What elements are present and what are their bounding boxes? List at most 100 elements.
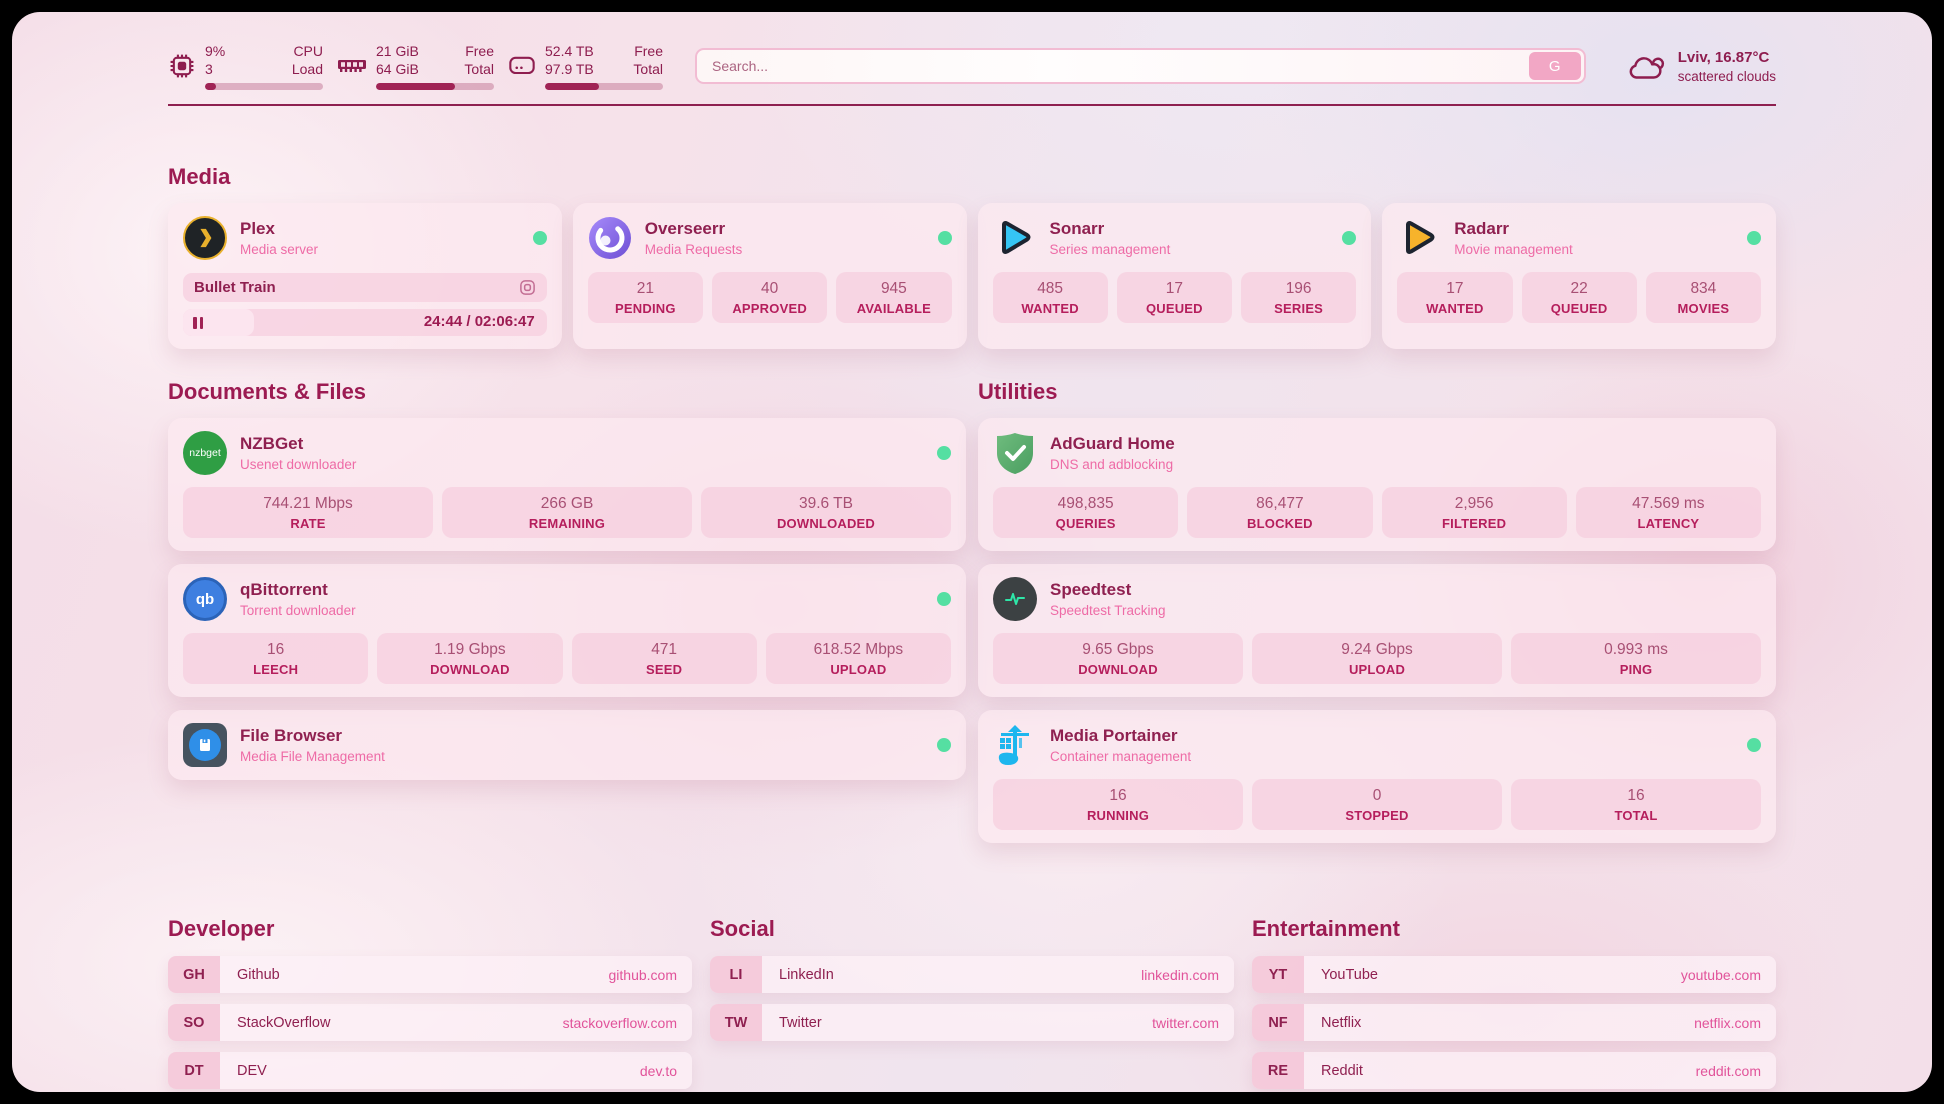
adguard-icon [993,431,1037,475]
search-input[interactable] [700,58,1529,74]
stat-available: 945 AVAILABLE [836,272,952,323]
section-title-utilities: Utilities [978,379,1058,404]
disk-free-label: Free [634,42,663,59]
memory-free-label: Free [465,42,494,59]
app-card-filebrowser[interactable]: File Browser Media File Management [168,710,966,780]
app-subtitle: Container management [1050,749,1192,764]
app-title: Sonarr [1049,219,1105,238]
disk-total: 97.9 TB [545,60,594,77]
stat-running: 16 RUNNING [993,779,1243,830]
section-utilities: Utilities AdGuard Home DNS and adblock [978,379,1776,856]
stat-pending: 21 PENDING [587,272,703,323]
app-title: qBittorrent [240,580,328,599]
section-title-developer: Developer [168,916,275,941]
disk-total-label: Total [633,60,663,77]
section-title-media: Media [168,164,231,189]
app-card-portainer[interactable]: Media Portainer Container management 16 R… [978,710,1776,843]
stat-wanted: 17 WANTED [1397,272,1513,323]
stat-rate: 744.21 Mbps RATE [183,487,433,538]
app-title: Radarr [1454,219,1510,238]
app-subtitle: Media File Management [240,749,385,764]
app-subtitle: Torrent downloader [240,603,356,618]
memory-stat: 21 GiB Free 64 GiB Total [337,43,494,90]
link-badge: GH [168,956,220,993]
app-card-radarr[interactable]: Radarr Movie management 17 WANTED 22 QUEUE… [1382,203,1776,349]
memory-total-label: Total [464,60,494,77]
app-title: NZBGet [240,434,304,453]
app-subtitle: Usenet downloader [240,457,357,472]
cpu-icon [170,54,194,78]
section-title-documents: Documents & Files [168,379,367,404]
app-card-plex[interactable]: Plex Media server Bullet Train 24:44 / 0 [168,203,562,349]
stat-ping: 0.993 ms PING [1511,633,1761,684]
stat-downloaded: 39.6 TB DOWNLOADED [701,487,951,538]
cpu-percent: 9% [205,42,226,59]
link-youtube[interactable]: YT YouTube youtube.com [1252,956,1776,993]
link-badge: LI [710,956,762,993]
cpu-secondary: 3 [205,60,213,77]
radarr-icon [1397,216,1441,260]
filebrowser-icon [183,723,227,767]
stat-upload: 9.24 Gbps UPLOAD [1252,633,1502,684]
playback-progress-bar[interactable]: 24:44 / 02:06:47 [183,309,547,336]
stat-latency: 47.569 ms LATENCY [1575,487,1761,538]
section-developer: Developer GH Github github.com SO StackO… [168,916,692,1092]
memory-icon [338,60,366,72]
stat-stopped: 0 STOPPED [1252,779,1502,830]
section-documents: Documents & Files nzbget NZBGet Usenet d… [168,379,966,856]
app-card-nzbget[interactable]: nzbget NZBGet Usenet downloader 744.21 M… [168,418,966,551]
section-title-entertainment: Entertainment [1252,916,1400,941]
section-social: Social LI LinkedIn linkedin.com TW Twitt… [710,916,1234,1092]
now-playing-row[interactable]: Bullet Train [183,273,547,302]
memory-free: 21 GiB [376,42,419,59]
link-badge: DT [168,1052,220,1089]
section-media: Media Plex Media server Bullet Train [168,164,1776,349]
app-title: Media Portainer [1050,726,1178,745]
pause-icon [193,316,203,329]
stat-total: 16 TOTAL [1511,779,1761,830]
app-card-speedtest[interactable]: Speedtest Speedtest Tracking 9.65 Gbps DO… [978,564,1776,697]
stat-wanted: 485 WANTED [992,272,1108,323]
playback-time: 24:44 / 02:06:47 [423,313,535,330]
status-dot [1342,231,1357,245]
search-engine-button[interactable]: G [1528,52,1581,80]
link-github[interactable]: GH Github github.com [168,956,692,993]
disk-stat: 52.4 TB Free 97.9 TB Total [508,43,663,90]
link-linkedin[interactable]: LI LinkedIn linkedin.com [710,956,1234,993]
cpu-stat: 9% CPU 3 Load [168,43,323,90]
sonarr-icon [993,216,1037,260]
link-badge: TW [710,1004,762,1041]
app-card-qbittorrent[interactable]: qb qBittorrent Torrent downloader 16 LEEC… [168,564,966,697]
session-icon [519,280,535,295]
link-stackoverflow[interactable]: SO StackOverflow stackoverflow.com [168,1004,692,1041]
header: 9% CPU 3 Load 21 GiB [168,12,1776,98]
disk-free: 52.4 TB [545,42,594,59]
stat-movies: 834 MOVIES [1645,272,1761,323]
app-card-adguard[interactable]: AdGuard Home DNS and adblocking 498,835 Q… [978,418,1776,551]
app-card-sonarr[interactable]: Sonarr Series management 485 WANTED 17 QUE… [977,203,1372,349]
link-dev[interactable]: DT DEV dev.to [168,1052,692,1089]
stat-queued: 22 QUEUED [1521,272,1637,323]
app-subtitle: Series management [1049,242,1171,257]
link-netflix[interactable]: NF Netflix netflix.com [1252,1004,1776,1041]
stat-series: 196 SERIES [1241,272,1357,323]
weather-widget[interactable]: Lviv, 16.87°C scattered clouds [1624,49,1776,84]
link-reddit[interactable]: RE Reddit reddit.com [1252,1052,1776,1089]
stat-blocked: 86,477 BLOCKED [1187,487,1373,538]
memory-total: 64 GiB [376,60,419,77]
app-subtitle: Media server [240,242,319,257]
app-subtitle: Speedtest Tracking [1050,603,1166,618]
search-bar: G [695,48,1586,84]
stat-seed: 471 SEED [571,633,757,684]
link-badge: RE [1252,1052,1304,1089]
link-twitter[interactable]: TW Twitter twitter.com [710,1004,1234,1041]
speedtest-icon [993,577,1037,621]
plex-icon [183,216,227,260]
app-card-overseerr[interactable]: Overseerr Media Requests 21 PENDING 40 APP… [572,203,967,349]
weather-condition: scattered clouds [1677,68,1776,84]
stat-download: 9.65 Gbps DOWNLOAD [993,633,1243,684]
qbittorrent-icon: qb [183,577,227,621]
link-badge: SO [168,1004,220,1041]
stat-queued: 17 QUEUED [1116,272,1232,323]
status-dot [937,446,951,460]
